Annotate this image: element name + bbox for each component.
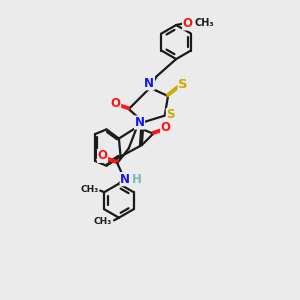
Text: N: N: [120, 172, 130, 186]
Text: CH₃: CH₃: [80, 185, 98, 194]
Text: CH₃: CH₃: [94, 217, 112, 226]
Text: S: S: [178, 78, 188, 91]
Text: O: O: [98, 149, 108, 162]
Text: H: H: [132, 172, 142, 186]
Text: N: N: [134, 116, 145, 129]
Text: O: O: [111, 97, 121, 110]
Text: N: N: [144, 77, 154, 90]
Text: O: O: [161, 121, 171, 134]
Text: O: O: [183, 17, 193, 30]
Text: CH₃: CH₃: [195, 18, 214, 28]
Text: S: S: [167, 109, 175, 122]
